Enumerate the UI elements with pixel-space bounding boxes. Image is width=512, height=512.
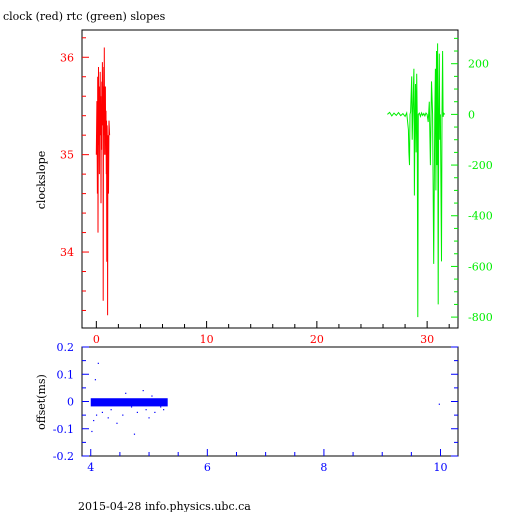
offset-point — [148, 417, 150, 419]
bottom-y-tick-label: 0 — [67, 396, 74, 409]
y-left-tick-label: 35 — [60, 149, 74, 162]
offset-point — [95, 414, 98, 416]
bottom-y-tick-label: 0.1 — [57, 368, 75, 381]
top-y-right-ticks: 200 0 -200 -400 -600 -800 — [451, 37, 493, 324]
bottom-y-tick-label: -0.1 — [53, 423, 74, 436]
y-left-tick-label: 36 — [60, 51, 74, 64]
y-right-tick-label: 0 — [468, 108, 475, 121]
offset-point — [163, 409, 165, 411]
offset-dense-band — [90, 398, 168, 407]
offset-point — [94, 379, 97, 381]
top-plot: 0 10 20 30 34 35 36 200 0 -200 -400 -600 -800 cloc… — [35, 29, 493, 346]
y-right-tick-label: 200 — [468, 58, 489, 71]
series-line-clock — [95, 47, 111, 316]
y-right-tick-label: -600 — [468, 260, 493, 273]
x-tick-label: 20 — [310, 333, 324, 346]
offset-point — [110, 409, 112, 411]
offset-point — [136, 411, 138, 413]
offset-point — [122, 414, 124, 416]
offset-point — [116, 422, 118, 424]
offset-point — [438, 403, 440, 405]
offset-point — [91, 430, 93, 433]
bottom-plot: 4 6 8 10 0.2 0.1 0 -0.1 -0.2 offset(ms) — [35, 341, 459, 474]
bottom-x-tick-label: 10 — [434, 461, 448, 474]
x-tick-label: 10 — [200, 333, 214, 346]
offset-point — [107, 417, 109, 419]
y-left-tick-label: 34 — [60, 246, 74, 259]
series-line-rtc — [387, 43, 446, 318]
top-plot-frame — [81, 29, 459, 329]
bottom-x-tick-label: 8 — [320, 461, 327, 474]
top-y-left-ticks: 34 35 36 — [60, 37, 89, 311]
top-x-ticks: 0 10 20 30 — [93, 321, 450, 346]
y-right-tick-label: -800 — [468, 311, 493, 324]
bottom-x-tick-label: 4 — [87, 461, 94, 474]
bottom-y-axis-label: offset(ms) — [35, 374, 48, 430]
y-right-tick-label: -400 — [468, 210, 493, 223]
bottom-x-ticks: 4 6 8 10 — [87, 449, 448, 474]
offset-point — [130, 406, 133, 408]
offset-point — [101, 411, 104, 413]
offset-point — [142, 390, 144, 392]
bottom-x-tick-label: 6 — [204, 461, 211, 474]
x-tick-label: 30 — [420, 333, 434, 346]
y-right-tick-label: -200 — [468, 159, 493, 172]
top-series-layer — [95, 43, 446, 318]
offset-point — [145, 409, 147, 411]
offset-point — [125, 392, 127, 394]
bottom-y-tick-label: -0.2 — [53, 450, 74, 463]
bottom-y-ticks: 0.2 0.1 0 -0.1 -0.2 — [53, 341, 458, 463]
chart-title: clock (red) rtc (green) slopes — [3, 10, 166, 23]
top-y-axis-label: clockslope — [35, 151, 48, 209]
offset-point — [133, 433, 136, 435]
x-tick-label: 0 — [93, 333, 100, 346]
offset-point — [97, 362, 99, 364]
bottom-y-tick-label: 0.2 — [57, 341, 75, 354]
offset-point — [154, 411, 156, 413]
offset-point — [93, 419, 95, 422]
footer-text: 2015-04-28 info.physics.ubc.ca — [78, 500, 251, 512]
offset-point — [151, 395, 153, 397]
offset-point — [160, 406, 162, 408]
bottom-series-layer — [90, 362, 440, 435]
